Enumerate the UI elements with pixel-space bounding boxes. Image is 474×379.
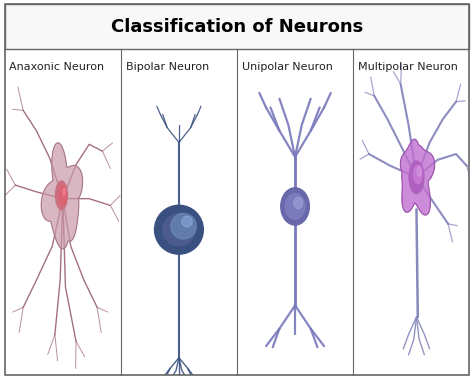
Ellipse shape — [59, 186, 66, 205]
Circle shape — [171, 213, 196, 239]
Circle shape — [281, 188, 310, 225]
Ellipse shape — [55, 181, 67, 210]
Circle shape — [155, 205, 203, 254]
Polygon shape — [401, 139, 435, 215]
Circle shape — [182, 216, 192, 227]
Text: Unipolar Neuron: Unipolar Neuron — [242, 62, 333, 72]
Circle shape — [417, 167, 421, 176]
Ellipse shape — [163, 214, 195, 246]
Circle shape — [285, 194, 305, 219]
Text: Classification of Neurons: Classification of Neurons — [111, 17, 363, 36]
Circle shape — [294, 197, 303, 209]
Circle shape — [414, 165, 422, 184]
Text: Multipolar Neuron: Multipolar Neuron — [358, 62, 458, 72]
Circle shape — [409, 161, 424, 194]
Text: Bipolar Neuron: Bipolar Neuron — [126, 62, 209, 72]
Text: Anaxonic Neuron: Anaxonic Neuron — [9, 62, 104, 72]
Ellipse shape — [63, 188, 65, 195]
Polygon shape — [41, 143, 82, 249]
